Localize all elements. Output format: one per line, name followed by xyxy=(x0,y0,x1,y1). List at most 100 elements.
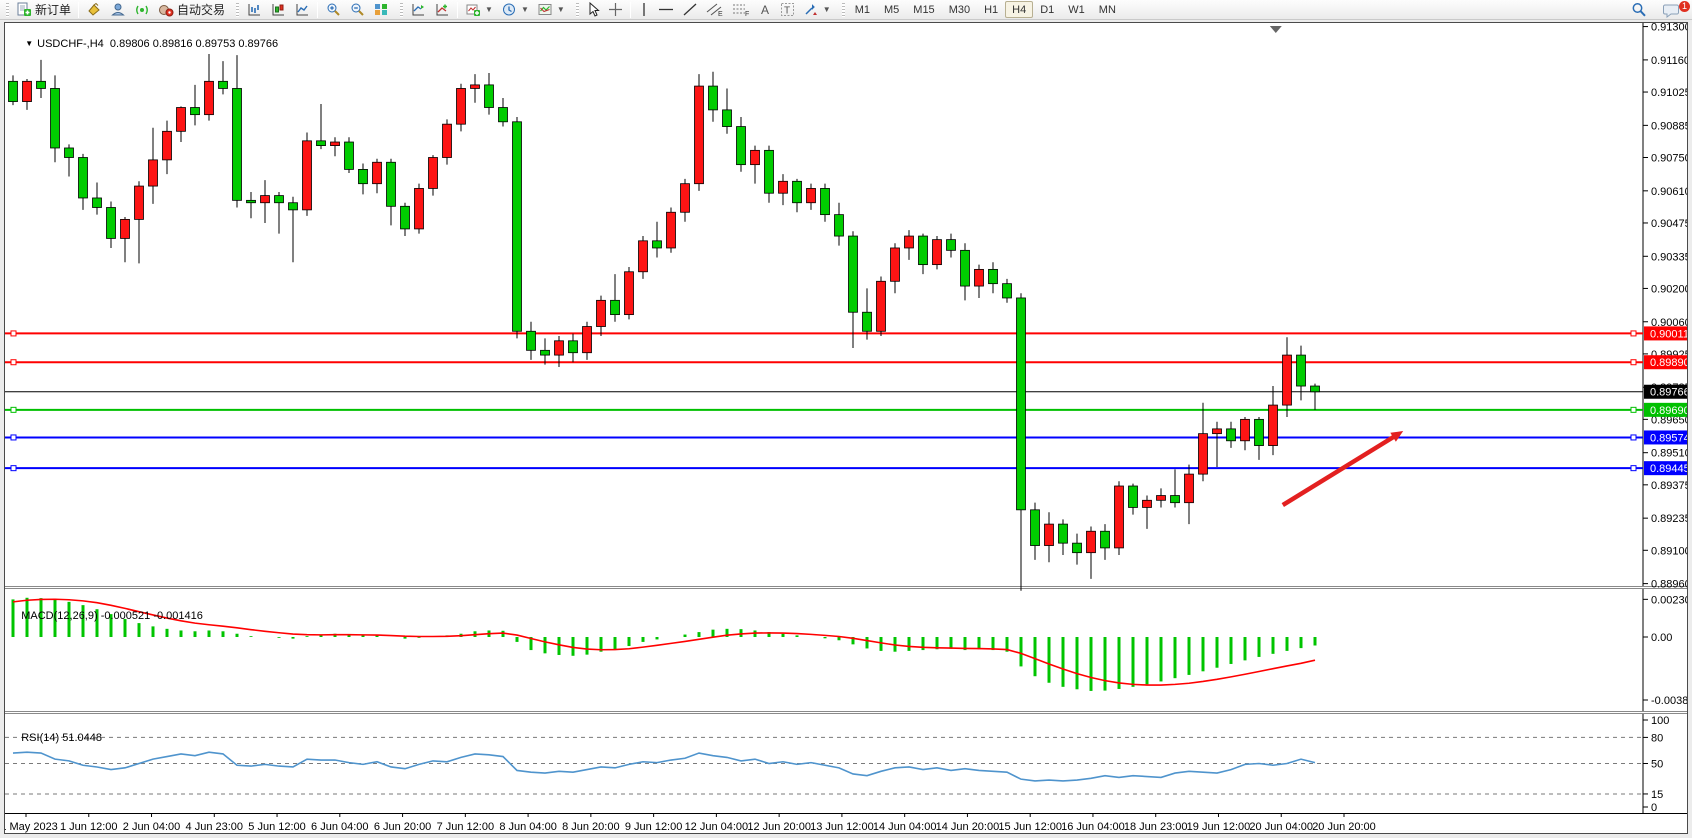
timeframe-button-h1[interactable]: H1 xyxy=(984,4,999,16)
crosshair-button[interactable] xyxy=(604,1,627,19)
svg-text:0.89510: 0.89510 xyxy=(1651,448,1687,460)
zoom-in-icon xyxy=(327,3,340,16)
svg-text:0.89650: 0.89650 xyxy=(1651,414,1687,426)
tile-windows-button[interactable] xyxy=(369,1,393,19)
zoom-out-button[interactable] xyxy=(345,1,369,19)
chart-legend: ▼ USDCHF-,H4 0.89806 0.89816 0.89753 0.89… xyxy=(13,26,278,62)
svg-text:0.00: 0.00 xyxy=(1651,632,1672,644)
new-order-icon xyxy=(17,2,31,16)
add-indicator-button[interactable]: ▼ xyxy=(461,1,497,19)
toolbar-grip[interactable] xyxy=(575,2,579,17)
new-order-button[interactable]: 新订单 xyxy=(12,1,75,19)
auto-trading-button[interactable]: 自动交易 xyxy=(154,1,229,19)
candle-chart-button[interactable] xyxy=(266,1,290,19)
timeframe-toolbar: M1 M5 M15 M30 H1 H4 D1 W1 MN xyxy=(838,0,1126,20)
period-button[interactable]: ▼ xyxy=(497,1,533,19)
svg-text:0.88960: 0.88960 xyxy=(1651,579,1687,591)
horizontal-lines[interactable]: 0.90011 0.89890 0.89766 0.89690 0.89574 0.894… xyxy=(5,326,1687,476)
template-icon xyxy=(538,4,552,15)
svg-text:0.89690: 0.89690 xyxy=(1650,405,1687,417)
fibonacci-icon: F xyxy=(732,4,749,17)
svg-text:100: 100 xyxy=(1651,715,1669,727)
vertical-line-button[interactable] xyxy=(634,1,654,19)
rsi-legend: RSI(14) 51.0448 xyxy=(9,720,102,756)
line-chart-button[interactable] xyxy=(290,1,314,19)
svg-text:0.90475: 0.90475 xyxy=(1651,218,1687,230)
market-watch-button[interactable] xyxy=(106,1,130,19)
auto-trading-icon xyxy=(159,5,174,17)
svg-text:0.89445: 0.89445 xyxy=(1650,463,1687,475)
equidistant-channel-button[interactable]: E xyxy=(702,1,728,19)
text-icon: A xyxy=(761,3,769,17)
vertical-line-icon xyxy=(643,3,645,16)
timeframe-button-m15[interactable]: M15 xyxy=(913,4,935,16)
timeframe-button-h4[interactable]: H4 xyxy=(1005,1,1034,18)
symbol-period-label: USDCHF-,H4 xyxy=(37,38,104,50)
timeframe-button-m5[interactable]: M5 xyxy=(884,4,900,16)
hline-0.89445[interactable]: 0.89445 xyxy=(5,461,1687,476)
svg-text:F: F xyxy=(745,11,749,17)
chat-bubble-icon xyxy=(1663,4,1679,18)
svg-text:13 Jun 12:00: 13 Jun 12:00 xyxy=(810,821,874,833)
horizontal-line-icon xyxy=(658,8,673,11)
hline-0.90011[interactable]: 0.90011 xyxy=(5,326,1687,341)
cursor-button[interactable] xyxy=(582,1,604,19)
svg-text:0.89574: 0.89574 xyxy=(1650,432,1687,444)
template-button[interactable]: ▼ xyxy=(533,1,569,19)
zoom-in-button[interactable] xyxy=(321,1,345,19)
bar-chart-button[interactable] xyxy=(242,1,266,19)
candles[interactable] xyxy=(8,53,1320,591)
sound-button[interactable] xyxy=(130,1,154,19)
hline-0.89890[interactable]: 0.89890 xyxy=(5,355,1687,370)
svg-text:0.89235: 0.89235 xyxy=(1651,513,1687,525)
svg-text:0.90335: 0.90335 xyxy=(1651,251,1687,263)
trend-arrow-annotation[interactable] xyxy=(1281,431,1404,507)
fibonacci-button[interactable]: F xyxy=(728,1,754,19)
hline-0.89690[interactable]: 0.89690 xyxy=(5,402,1687,417)
timeframe-button-d1[interactable]: D1 xyxy=(1040,4,1055,16)
svg-text:E: E xyxy=(718,11,723,17)
svg-text:1 Jun 12:00: 1 Jun 12:00 xyxy=(60,821,118,833)
svg-text:15 Jun 12:00: 15 Jun 12:00 xyxy=(998,821,1062,833)
svg-text:12 Jun 04:00: 12 Jun 04:00 xyxy=(685,821,749,833)
hline-0.89574[interactable]: 0.89574 xyxy=(5,430,1687,445)
toolbar-grip[interactable] xyxy=(6,2,9,17)
macd-legend: MACD(12,26,9) -0.000521 -0.001416 xyxy=(9,598,203,634)
timeframe-button-w1[interactable]: W1 xyxy=(1068,4,1085,16)
chart-collapse-arrow[interactable]: ▼ xyxy=(25,39,34,48)
search-icon xyxy=(1632,3,1646,17)
timeframe-button-m30[interactable]: M30 xyxy=(948,4,971,16)
macd-indicator xyxy=(11,597,1317,691)
indicator-list-button[interactable] xyxy=(430,1,454,19)
zoom-out-icon xyxy=(351,3,364,16)
styler-button[interactable] xyxy=(82,1,106,19)
text-button[interactable]: A xyxy=(754,1,776,19)
hline-0.89766[interactable]: 0.89766 xyxy=(5,384,1687,399)
indicator-window-icon xyxy=(412,4,425,16)
chart-shift-marker[interactable] xyxy=(1269,26,1282,33)
timeframe-button-mn[interactable]: MN xyxy=(1098,4,1116,16)
notifications-button[interactable]: 1 xyxy=(1659,1,1690,19)
toolbar-grip[interactable] xyxy=(841,2,845,17)
svg-text:0.89766: 0.89766 xyxy=(1650,387,1687,399)
svg-text:5 Jun 12:00: 5 Jun 12:00 xyxy=(248,821,306,833)
timeframe-button-m1[interactable]: M1 xyxy=(854,4,870,16)
price-chart-canvas[interactable]: 0.91300 0.91160 0.91025 0.90885 0.90750 0.906… xyxy=(5,23,1687,833)
svg-text:7 Jun 12:00: 7 Jun 12:00 xyxy=(437,821,495,833)
macd-indicator-values: -0.000521 -0.001416 xyxy=(100,610,203,622)
toolbar-grip[interactable] xyxy=(236,2,240,17)
svg-text:31 May 2023: 31 May 2023 xyxy=(5,821,58,833)
text-label-button[interactable]: T xyxy=(776,1,799,19)
clock-icon xyxy=(502,3,515,16)
search-button[interactable] xyxy=(1627,1,1651,19)
sound-icon xyxy=(136,5,148,15)
svg-text:19 Jun 12:00: 19 Jun 12:00 xyxy=(1187,821,1251,833)
channel-icon: E xyxy=(706,3,723,17)
arrows-tool-button[interactable]: ▼ xyxy=(799,1,835,19)
indicator-window-button[interactable] xyxy=(406,1,430,19)
horizontal-line-button[interactable] xyxy=(654,1,678,19)
bar-chart-icon xyxy=(248,4,261,16)
toolbar-grip[interactable] xyxy=(400,2,404,17)
line-chart-icon xyxy=(296,4,309,16)
trendline-button[interactable] xyxy=(678,1,702,19)
